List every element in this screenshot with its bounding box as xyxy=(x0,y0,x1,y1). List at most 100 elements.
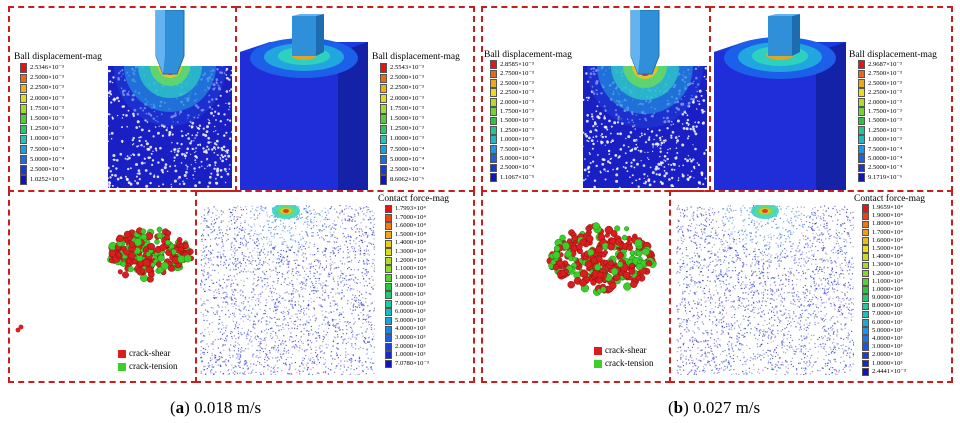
contact-force-mark xyxy=(271,221,273,223)
contact-force-mark xyxy=(732,237,734,239)
crack-shear-mark xyxy=(630,280,638,288)
contact-force-mark xyxy=(244,239,246,241)
contact-force-mark xyxy=(697,303,699,305)
contact-force-mark xyxy=(207,345,210,348)
contact-force-mark xyxy=(269,287,271,290)
contact-force-mark xyxy=(307,211,309,213)
contact-force-mark xyxy=(824,279,827,281)
contact-force-mark xyxy=(233,227,235,229)
contact-force-mark xyxy=(264,366,266,368)
contact-force-mark xyxy=(374,324,375,326)
pore-speck xyxy=(646,175,649,177)
contact-force-mark xyxy=(252,356,254,358)
contact-force-mark xyxy=(322,371,324,373)
contact-force-mark xyxy=(345,279,348,281)
contact-force-mark xyxy=(305,241,308,243)
contact-force-mark xyxy=(260,293,262,295)
contact-force-mark xyxy=(224,263,226,265)
contact-force-mark xyxy=(734,288,736,290)
panel-b-disp-right-legend: 2.9687×10⁻³ 2.7500×10⁻³ 2.5000×10⁻³ 2.2500×… xyxy=(858,60,902,182)
contact-force-mark xyxy=(793,300,796,302)
contact-force-mark xyxy=(355,282,358,284)
contact-force-mark xyxy=(370,366,372,368)
contact-force-mark xyxy=(237,284,239,286)
contact-force-mark xyxy=(337,288,339,290)
pore-speck xyxy=(609,161,612,165)
contact-force-mark xyxy=(327,323,329,325)
contact-force-mark xyxy=(342,285,345,287)
contact-force-mark xyxy=(234,258,236,261)
contact-force-mark xyxy=(271,337,273,340)
contact-force-mark xyxy=(363,340,365,342)
contact-force-mark xyxy=(201,259,203,261)
contact-force-mark xyxy=(323,229,325,231)
contact-force-mark xyxy=(340,354,342,357)
contact-force-mark xyxy=(761,304,763,306)
pore-speck xyxy=(209,175,212,179)
contact-force-mark xyxy=(247,332,249,334)
contact-force-mark xyxy=(278,325,280,327)
contact-force-mark xyxy=(746,359,748,361)
contact-force-mark xyxy=(283,350,285,352)
pore-speck xyxy=(225,67,229,71)
pore-speck xyxy=(694,147,697,151)
contact-force-mark xyxy=(270,244,272,246)
contact-force-mark xyxy=(354,359,356,361)
pore-speck xyxy=(606,140,609,144)
legend-swatch xyxy=(380,165,387,175)
contact-force-mark xyxy=(308,372,310,374)
pore-speck xyxy=(589,153,591,155)
contact-force-mark xyxy=(848,235,850,237)
contact-force-mark xyxy=(768,258,770,261)
crack-shear-mark xyxy=(629,262,635,269)
pore-speck xyxy=(210,111,213,115)
pore-speck xyxy=(642,164,646,167)
contact-force-mark xyxy=(216,281,218,283)
contact-force-mark xyxy=(366,271,368,273)
legend-value: 1.6000×10⁴ xyxy=(395,222,426,230)
pore-speck xyxy=(173,148,176,151)
legend-value: 2.0000×10⁻³ xyxy=(390,94,424,102)
contact-force-mark xyxy=(256,312,258,314)
contact-force-mark xyxy=(260,208,262,210)
contact-force-mark xyxy=(359,250,361,253)
pore-speck xyxy=(639,149,643,153)
contact-force-mark xyxy=(264,312,266,315)
pore-speck xyxy=(593,123,596,125)
contact-force-mark xyxy=(309,340,311,342)
contact-force-mark xyxy=(296,346,298,348)
contact-force-mark xyxy=(324,359,327,361)
pore-speck xyxy=(125,178,129,181)
contact-force-mark xyxy=(370,218,372,220)
contact-force-mark xyxy=(365,268,367,270)
contact-force-mark xyxy=(256,233,258,235)
pore-speck xyxy=(659,147,662,150)
contact-force-mark xyxy=(310,227,312,229)
contact-force-mark xyxy=(203,275,205,277)
contact-force-mark xyxy=(217,251,219,253)
contact-force-mark xyxy=(832,248,834,251)
contact-force-mark xyxy=(359,306,361,308)
contact-force-mark xyxy=(286,246,288,248)
contact-force-mark xyxy=(219,351,221,353)
pore-speck xyxy=(229,106,231,108)
contact-force-mark xyxy=(365,233,367,236)
contact-force-mark xyxy=(366,206,368,208)
contact-force-mark xyxy=(205,257,207,259)
pore-speck xyxy=(616,132,619,135)
contact-force-mark xyxy=(222,292,224,294)
contact-force-mark xyxy=(356,374,358,375)
contact-force-mark xyxy=(237,327,239,329)
pore-speck xyxy=(618,155,621,158)
pore-speck xyxy=(223,167,227,171)
contact-force-mark xyxy=(749,347,751,350)
pore-speck xyxy=(192,174,194,176)
contact-force-mark xyxy=(254,337,256,339)
contact-force-mark xyxy=(266,243,268,245)
legend-value: 1.2500×10⁻³ xyxy=(30,125,64,133)
contact-force-mark xyxy=(352,246,354,248)
contact-force-mark xyxy=(269,335,272,337)
pore-speck xyxy=(704,67,707,70)
contact-force-mark xyxy=(322,299,324,301)
contact-force-mark xyxy=(319,345,321,347)
